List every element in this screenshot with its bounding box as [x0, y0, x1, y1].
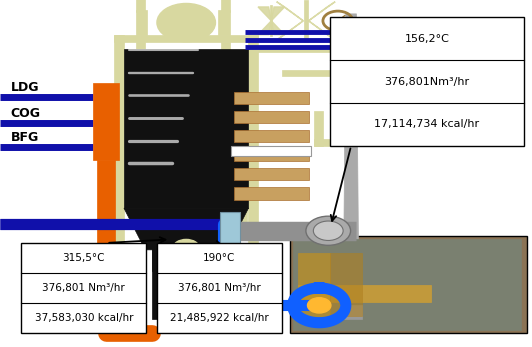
- Polygon shape: [271, 7, 285, 21]
- Polygon shape: [270, 5, 272, 36]
- Polygon shape: [136, 42, 145, 146]
- Polygon shape: [114, 35, 258, 42]
- Polygon shape: [136, 10, 147, 35]
- Polygon shape: [298, 285, 431, 302]
- Polygon shape: [234, 92, 309, 104]
- Circle shape: [306, 216, 351, 245]
- Text: 21,485,922 kcal/hr: 21,485,922 kcal/hr: [170, 313, 269, 323]
- Polygon shape: [234, 168, 309, 180]
- Polygon shape: [136, 139, 170, 146]
- Polygon shape: [220, 212, 240, 252]
- FancyBboxPatch shape: [330, 17, 524, 146]
- Polygon shape: [234, 130, 309, 142]
- FancyBboxPatch shape: [21, 243, 146, 333]
- Text: 315,5°C: 315,5°C: [63, 253, 105, 263]
- Circle shape: [313, 221, 343, 240]
- Polygon shape: [248, 35, 258, 250]
- Polygon shape: [362, 28, 371, 146]
- Polygon shape: [309, 21, 335, 40]
- Polygon shape: [231, 146, 311, 156]
- Polygon shape: [124, 49, 248, 208]
- Polygon shape: [234, 149, 309, 161]
- Text: COG: COG: [11, 107, 40, 120]
- Text: 376,801Nm³/hr: 376,801Nm³/hr: [384, 77, 470, 86]
- Text: 17,114,734 kcal/hr: 17,114,734 kcal/hr: [375, 119, 479, 129]
- Polygon shape: [124, 208, 248, 250]
- Polygon shape: [93, 83, 119, 160]
- Text: 376,801 Nm³/hr: 376,801 Nm³/hr: [43, 283, 125, 293]
- Polygon shape: [114, 35, 124, 250]
- Polygon shape: [314, 111, 323, 146]
- Text: 190°C: 190°C: [203, 253, 236, 263]
- Polygon shape: [231, 250, 238, 255]
- Polygon shape: [340, 305, 362, 319]
- FancyBboxPatch shape: [157, 243, 282, 333]
- Polygon shape: [222, 250, 229, 255]
- Circle shape: [157, 3, 215, 42]
- Circle shape: [173, 239, 200, 257]
- Polygon shape: [234, 111, 309, 123]
- Polygon shape: [136, 0, 145, 12]
- Polygon shape: [221, 0, 230, 12]
- Polygon shape: [309, 2, 335, 21]
- Polygon shape: [282, 70, 372, 76]
- Polygon shape: [229, 52, 247, 232]
- Polygon shape: [314, 139, 372, 146]
- Polygon shape: [221, 42, 230, 146]
- Polygon shape: [247, 46, 428, 52]
- Polygon shape: [258, 21, 271, 35]
- Circle shape: [307, 298, 331, 313]
- Polygon shape: [277, 2, 303, 21]
- Polygon shape: [186, 257, 223, 319]
- Polygon shape: [234, 187, 309, 200]
- Polygon shape: [277, 21, 303, 40]
- Text: 376,801 Nm³/hr: 376,801 Nm³/hr: [178, 283, 261, 293]
- Polygon shape: [271, 21, 285, 35]
- Polygon shape: [152, 243, 194, 319]
- Polygon shape: [258, 7, 271, 21]
- Text: LDG: LDG: [11, 81, 39, 94]
- Polygon shape: [293, 239, 521, 330]
- Polygon shape: [152, 243, 242, 271]
- Polygon shape: [343, 14, 359, 319]
- Polygon shape: [298, 253, 330, 316]
- Text: 37,583,030 kcal/hr: 37,583,030 kcal/hr: [35, 313, 133, 323]
- Text: BFG: BFG: [11, 131, 39, 144]
- Polygon shape: [97, 160, 115, 312]
- Polygon shape: [330, 253, 362, 316]
- Text: 156,2°C: 156,2°C: [404, 34, 450, 44]
- Polygon shape: [304, 0, 308, 42]
- Polygon shape: [218, 10, 230, 35]
- FancyBboxPatch shape: [290, 236, 527, 333]
